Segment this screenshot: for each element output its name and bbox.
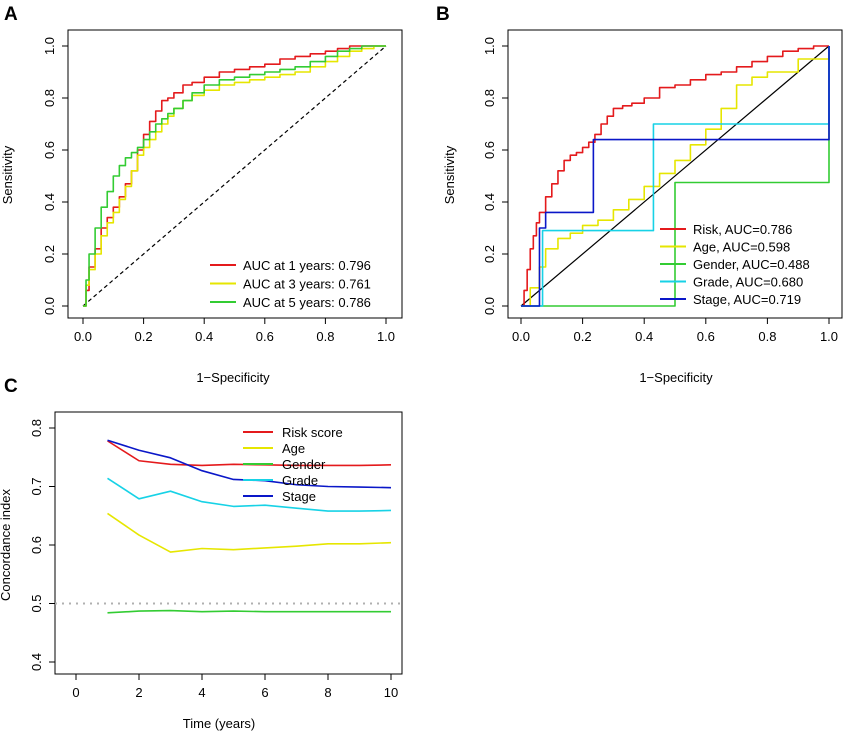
x-tick-label: 0.0	[74, 329, 92, 344]
series-line-grade	[107, 477, 392, 512]
legend-label: AUC at 3 years: 0.761	[243, 277, 371, 292]
plot-frame	[67, 29, 403, 319]
y-tick-label: 0.0	[482, 297, 497, 315]
series-line-risk	[521, 45, 829, 307]
legend-label: Gender, AUC=0.488	[693, 257, 810, 272]
legend-label: Risk, AUC=0.786	[693, 222, 792, 237]
y-axis-label: Sensitivity	[442, 145, 457, 204]
x-tick-label: 0.4	[635, 329, 653, 344]
y-tick-label: 0.2	[42, 245, 57, 263]
y-tick-label: 0.7	[29, 477, 44, 495]
y-tick-label: 0.4	[29, 653, 44, 671]
legend-label: AUC at 1 years: 0.796	[243, 258, 371, 273]
y-tick-label: 0.2	[482, 245, 497, 263]
x-tick-label: 10	[384, 685, 398, 700]
x-tick-label: 0.6	[697, 329, 715, 344]
x-tick-label: 0.2	[135, 329, 153, 344]
panel-c-concordance-chart: 0 2 4 6 8 10 0.4 0.5 0.6 0.7 0.8 Time (years) Concor…	[0, 411, 403, 731]
y-tick-label: 0.6	[42, 141, 57, 159]
x-tick-label: 0	[72, 685, 79, 700]
y-tick-label: 0.8	[29, 419, 44, 437]
x-tick-label: 0.6	[256, 329, 274, 344]
x-tick-label: 0.4	[195, 329, 213, 344]
y-tick-label: 0.6	[482, 141, 497, 159]
y-tick-label: 0.4	[482, 193, 497, 211]
diagonal-reference-line	[520, 45, 830, 307]
legend-label: Age, AUC=0.598	[693, 240, 790, 255]
series-line-auc-at	[83, 45, 386, 307]
x-tick-label: 6	[261, 685, 268, 700]
y-axis-label: Concordance index	[0, 488, 13, 601]
series-line-age	[521, 46, 830, 307]
plot-frame	[507, 29, 843, 319]
legend-label: AUC at 5 years: 0.786	[243, 295, 371, 310]
x-tick-label: 0.0	[512, 329, 530, 344]
y-tick-label: 0.8	[42, 89, 57, 107]
plot-frame	[54, 411, 403, 675]
x-tick-label: 1.0	[377, 329, 395, 344]
x-tick-label: 8	[324, 685, 331, 700]
series-line-age	[107, 512, 392, 553]
x-axis-label: Time (years)	[183, 716, 255, 731]
x-axis-label: 1−Specificity	[639, 370, 713, 385]
legend-label: Grade, AUC=0.680	[693, 275, 803, 290]
diagonal-reference-line	[82, 45, 387, 307]
legend-label: Gender	[282, 457, 326, 472]
panel-a-roc-chart: 0.0 0.2 0.4 0.6 0.8 1.0 0.0 0.2 0.4 0.6 0.8 1.0 1−Sp…	[0, 29, 403, 385]
panel-b-letter: B	[436, 4, 450, 25]
panel-c-letter: C	[4, 376, 18, 397]
legend-label: Age	[282, 441, 305, 456]
x-tick-label: 0.8	[316, 329, 334, 344]
x-axis-label: 1−Specificity	[196, 370, 270, 385]
x-tick-label: 2	[135, 685, 142, 700]
y-tick-label: 0.4	[42, 193, 57, 211]
legend-label: Stage	[282, 489, 316, 504]
y-tick-label: 0.6	[29, 536, 44, 554]
legend-label: Grade	[282, 473, 318, 488]
y-tick-label: 0.5	[29, 594, 44, 612]
y-tick-label: 0.0	[42, 297, 57, 315]
x-tick-label: 1.0	[820, 329, 838, 344]
x-tick-label: 4	[198, 685, 205, 700]
series-line-auc-at	[83, 45, 386, 307]
x-tick-label: 0.2	[574, 329, 592, 344]
series-line-gender	[107, 609, 391, 614]
legend-label: Stage, AUC=0.719	[693, 292, 801, 307]
panel-b-roc-chart: 0.0 0.2 0.4 0.6 0.8 1.0 0.0 0.2 0.4 0.6 0.8 1.0 1−Sp…	[442, 29, 843, 385]
y-axis-label: Sensitivity	[0, 145, 15, 204]
x-tick-label: 0.8	[758, 329, 776, 344]
y-tick-label: 1.0	[482, 37, 497, 55]
y-tick-label: 1.0	[42, 37, 57, 55]
y-tick-label: 0.8	[482, 89, 497, 107]
legend-label: Risk score	[282, 425, 343, 440]
series-line-stage	[521, 46, 830, 307]
panel-a-letter: A	[4, 4, 18, 25]
